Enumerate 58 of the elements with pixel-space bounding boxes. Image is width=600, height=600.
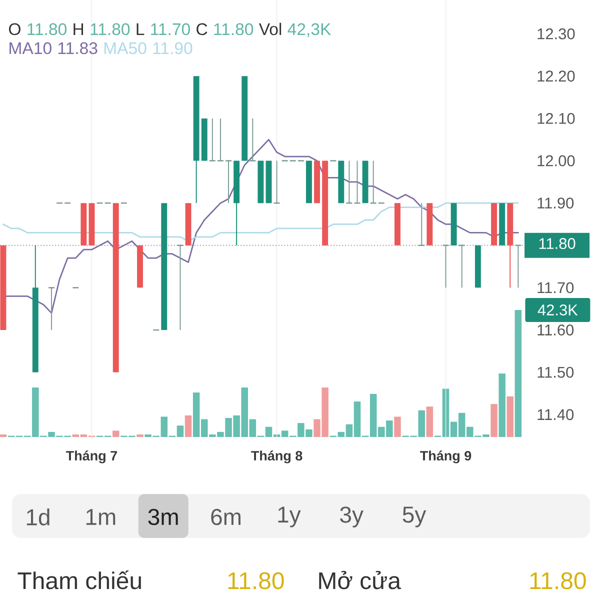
y-tick-label: 12.10 xyxy=(538,112,575,124)
text: 1d xyxy=(26,508,50,526)
annotation: 11.70 xyxy=(151,23,190,36)
annotation: 11.90 xyxy=(153,42,192,54)
text: 3m xyxy=(148,508,178,526)
candlestick xyxy=(442,244,450,288)
candlestick xyxy=(514,244,522,288)
candlestick xyxy=(458,244,466,288)
annotation: 11.80 xyxy=(28,23,67,36)
text: 42.3K xyxy=(538,304,578,316)
bar xyxy=(184,415,192,437)
y-tick-label: 12.30 xyxy=(538,28,575,40)
bar xyxy=(136,434,144,437)
bar xyxy=(426,406,434,437)
candlestick xyxy=(216,118,224,162)
annotation: 11.80 xyxy=(214,23,254,36)
y-tick-label: 11.60 xyxy=(538,324,574,336)
candlestick xyxy=(224,160,232,204)
y-tick-label: 12.20 xyxy=(538,70,575,82)
annotation: Vol xyxy=(258,22,282,36)
bar xyxy=(506,396,514,437)
annotation: 11.83 xyxy=(58,42,98,54)
bar xyxy=(394,416,401,437)
bar xyxy=(514,310,522,437)
annotation: 11.80 xyxy=(90,23,130,36)
candlestick xyxy=(48,287,56,330)
y-tick-label: 11.40 xyxy=(538,409,574,420)
annotation: O xyxy=(9,23,20,36)
text: Tham chiếu xyxy=(18,570,141,590)
text: MA10 xyxy=(10,42,52,54)
annotation: C xyxy=(196,23,208,36)
candlestick xyxy=(176,244,184,330)
text: Mở cửa xyxy=(319,570,401,590)
annotation: 42,3K xyxy=(288,23,332,38)
annotation: L xyxy=(136,23,144,35)
bar xyxy=(112,430,120,437)
y-tick-label: 11.80 xyxy=(539,238,576,250)
text: 1m xyxy=(86,509,116,525)
y-tick-label: 11.50 xyxy=(538,366,574,378)
x-tick-label: Tháng 9 xyxy=(420,450,472,464)
bar xyxy=(490,404,498,437)
y-tick-label: 11.90 xyxy=(538,198,574,209)
text: MA50 xyxy=(104,42,146,54)
y-tick-label: 12.00 xyxy=(538,155,575,166)
text: 5y xyxy=(402,506,426,528)
annotation: H xyxy=(74,23,84,35)
candlestick xyxy=(249,118,256,162)
text: 1y xyxy=(278,506,301,528)
candlestick xyxy=(208,118,216,162)
x-tick-label: Tháng 7 xyxy=(66,450,118,464)
bar xyxy=(498,374,506,437)
text: 3y xyxy=(340,506,364,528)
text: 6m xyxy=(211,508,240,526)
text: 11.80 xyxy=(228,572,284,590)
bar xyxy=(0,434,7,437)
y-tick-label: 11.70 xyxy=(538,282,574,294)
candlestick xyxy=(418,202,426,246)
x-tick-label: Tháng 8 xyxy=(251,450,302,464)
